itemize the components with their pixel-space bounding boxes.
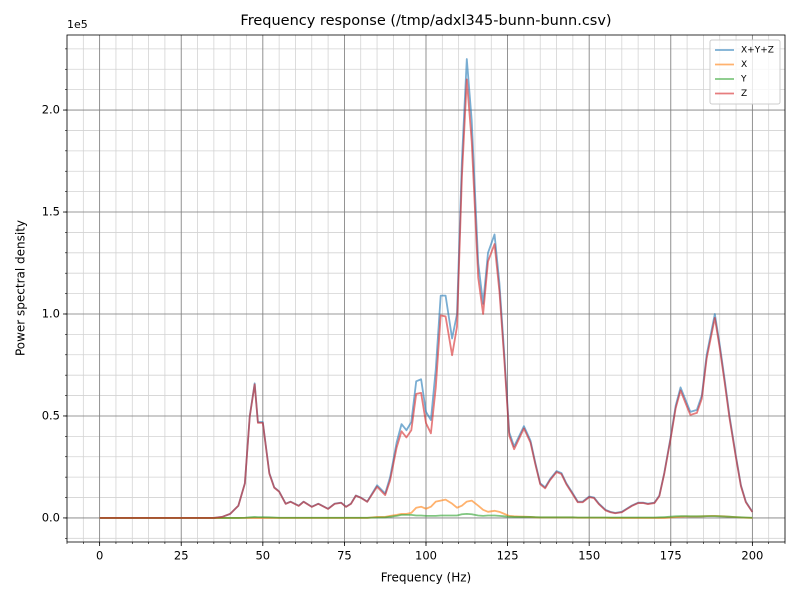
legend-label: Z: [741, 89, 747, 99]
y-tick-label: 0.5: [42, 408, 60, 422]
legend: X+Y+Z XYZ: [709, 39, 781, 105]
y-tick-label: 1.0: [42, 306, 60, 320]
x-tick-label: 0: [96, 549, 103, 563]
x-tick-label: 200: [741, 549, 763, 563]
y-tick-label: 0.0: [42, 510, 60, 524]
x-axis-label: Frequency (Hz): [381, 571, 472, 585]
series-line: [99, 512, 753, 519]
series-line: [99, 78, 754, 519]
legend-label: Y: [740, 75, 747, 85]
x-tick-label: 125: [497, 549, 519, 563]
x-tick-label: 175: [660, 549, 682, 563]
x-tick-label: 150: [578, 549, 600, 563]
offset-text: 1e5: [67, 18, 88, 31]
legend-label: X+Y+Z: [741, 46, 774, 56]
chart-title: Frequency response (/tmp/adxl345-bunn-bu…: [240, 13, 611, 29]
y-tick-label: 2.0: [42, 103, 60, 117]
y-axis-label: Power spectral density: [14, 220, 28, 356]
legend-label: X: [741, 60, 747, 70]
x-tick-label: 100: [415, 549, 437, 563]
x-tick-label: 50: [255, 549, 270, 563]
x-tick-label: 25: [174, 549, 189, 563]
axes-frame: [66, 34, 786, 543]
legend-box: [709, 39, 781, 105]
y-tick-label: 1.5: [42, 205, 60, 219]
x-tick-label: 75: [337, 549, 352, 563]
